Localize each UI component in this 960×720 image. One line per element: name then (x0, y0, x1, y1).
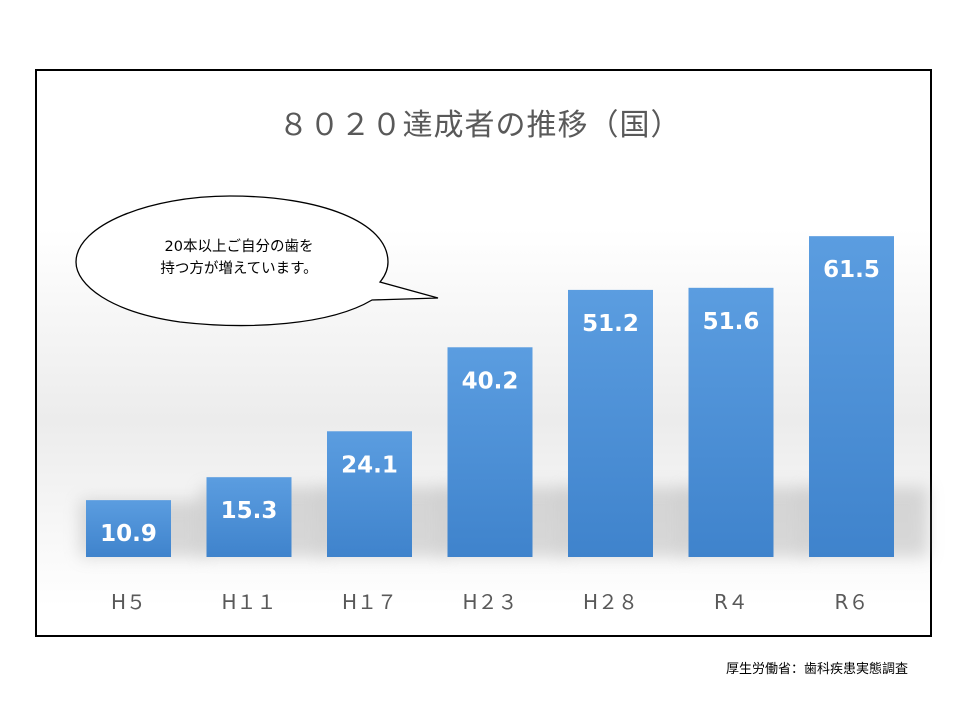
bar-1 (206, 477, 292, 557)
bar-4 (568, 289, 653, 557)
data-label-0: 10.9 (100, 521, 157, 547)
x-tick-label-0: H５ (111, 590, 146, 614)
data-label-5: 51.6 (703, 309, 760, 335)
data-label-6: 61.5 (823, 257, 880, 283)
x-tick-label-2: H１７ (342, 590, 397, 614)
bar-5 (688, 287, 774, 557)
bar-0 (86, 500, 171, 557)
source-note: 厚生労働省：歯科疾患実態調査 (725, 662, 908, 677)
data-label-4: 51.2 (582, 311, 639, 337)
bar-2 (327, 431, 412, 557)
chart-title: ８０２０達成者の推移（国） (278, 108, 682, 143)
x-tick-label-1: H１１ (221, 590, 276, 614)
speech-bubble (75, 195, 439, 327)
annotation-text: 20本以上ご自分の歯を 持つ方が増えています。 (160, 239, 318, 277)
bar-6 (809, 236, 894, 557)
data-label-3: 40.2 (462, 368, 519, 394)
x-tick-label-6: R６ (835, 590, 869, 614)
x-tick-label-4: H２８ (583, 590, 638, 614)
data-label-1: 15.3 (221, 498, 278, 524)
x-tick-label-3: H２３ (462, 590, 517, 614)
data-label-2: 24.1 (341, 452, 398, 478)
x-tick-label-5: R４ (714, 590, 748, 614)
bar-3 (447, 347, 533, 557)
